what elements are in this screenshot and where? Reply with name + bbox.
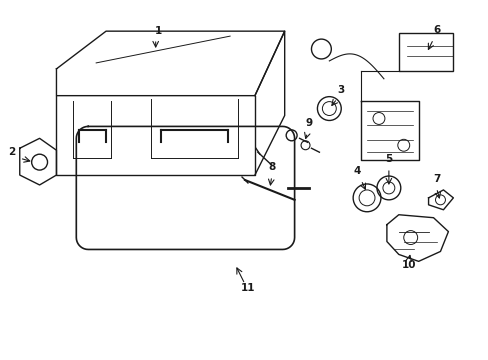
Text: 11: 11 [240, 283, 255, 293]
Text: 4: 4 [353, 166, 360, 176]
Text: 6: 6 [432, 25, 439, 35]
Text: 2: 2 [8, 147, 16, 157]
Text: 10: 10 [401, 260, 415, 270]
Text: 3: 3 [337, 85, 344, 95]
Text: 5: 5 [385, 154, 392, 164]
Text: 7: 7 [432, 174, 439, 184]
Text: 8: 8 [267, 162, 275, 172]
Text: 1: 1 [155, 26, 162, 36]
Text: 9: 9 [305, 118, 312, 129]
